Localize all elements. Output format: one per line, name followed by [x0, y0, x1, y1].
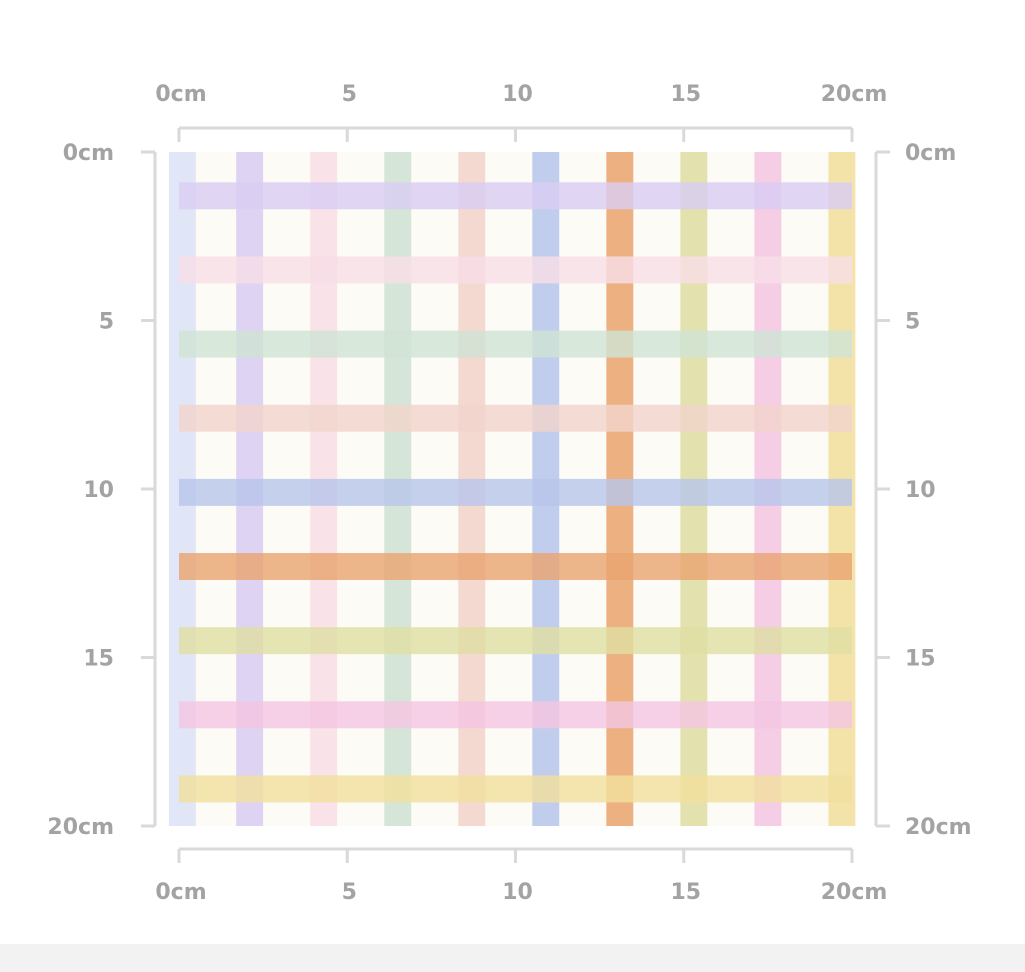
- ruler-left: 0cm 5 10 15 20cm: [47, 141, 157, 840]
- horizontal-stripe: [179, 775, 852, 803]
- ruler-bottom: 0cm 5 10 15 20cm: [155, 847, 888, 905]
- ruler-label: 0cm: [905, 141, 956, 166]
- ruler-label: 20cm: [905, 815, 972, 840]
- ruler-label: 5: [99, 310, 114, 335]
- ruler-label: 5: [905, 310, 920, 335]
- plaid-pattern-canvas: 0cm 5 10 15 20cm 0cm 5 10 15 20cm 0cm 5 10 15 20cm 0…: [47, 82, 972, 905]
- horizontal-stripe: [179, 478, 852, 506]
- horizontal-stripe: [179, 256, 852, 284]
- ruler-label: 15: [670, 880, 701, 905]
- horizontal-stripe: [179, 553, 852, 580]
- ruler-label: 15: [670, 82, 701, 107]
- ruler-label: 10: [83, 478, 114, 503]
- ruler-label: 20cm: [47, 815, 114, 840]
- plaid-pattern: [168, 152, 856, 826]
- ruler-top: 0cm 5 10 15 20cm: [155, 82, 887, 142]
- ruler-label: 10: [502, 880, 533, 905]
- horizontal-stripe: [179, 330, 852, 358]
- ruler-label: 20cm: [821, 880, 888, 905]
- horizontal-stripe: [179, 627, 852, 655]
- footer-bar: [0, 944, 1025, 972]
- ruler-label: 0cm: [155, 82, 206, 107]
- ruler-label: 0cm: [63, 141, 114, 166]
- horizontal-stripe: [179, 404, 852, 432]
- ruler-label: 10: [502, 82, 533, 107]
- ruler-right: 0cm 5 10 15 20cm: [874, 141, 972, 840]
- ruler-label: 15: [905, 647, 936, 672]
- ruler-label: 20cm: [821, 82, 888, 107]
- ruler-label: 0cm: [155, 880, 206, 905]
- horizontal-stripe: [179, 182, 852, 210]
- horizontal-stripe: [179, 701, 852, 729]
- ruler-label: 5: [342, 82, 357, 107]
- ruler-label: 15: [83, 647, 114, 672]
- ruler-label: 5: [342, 880, 357, 905]
- ruler-label: 10: [905, 478, 936, 503]
